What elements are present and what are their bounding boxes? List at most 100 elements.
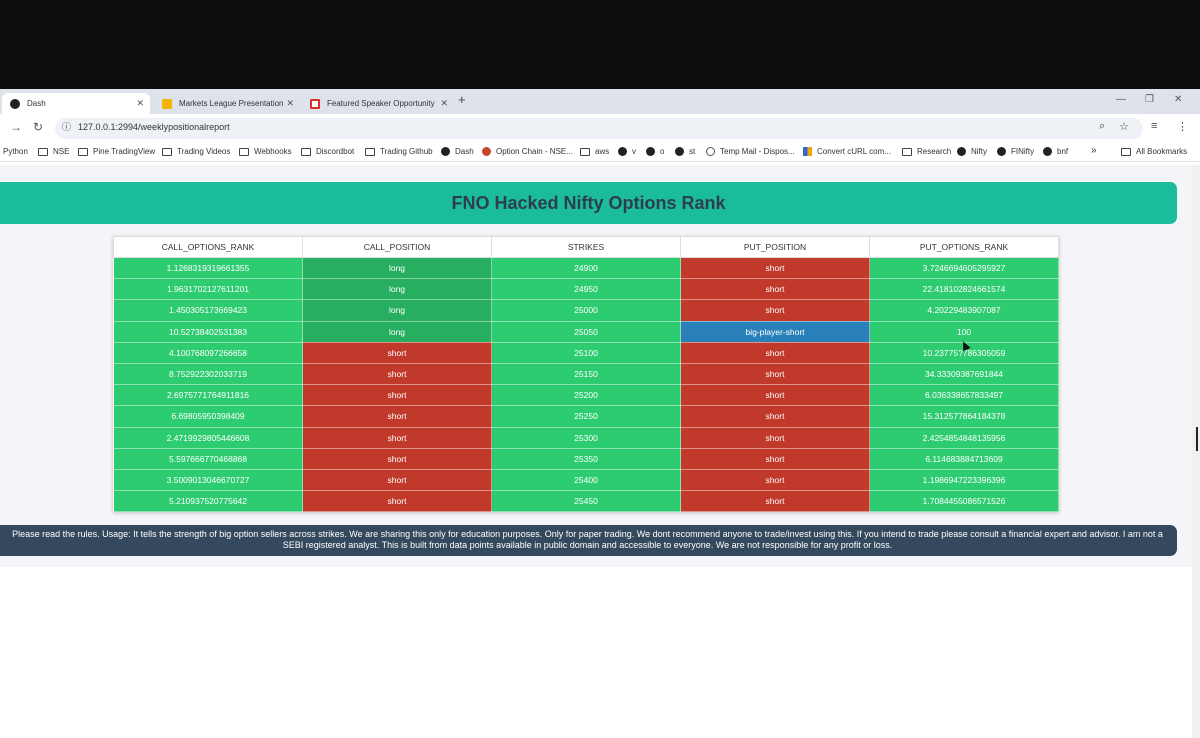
bookmark-pine-tradingview[interactable]: Pine TradingView: [78, 147, 155, 156]
strike-cell[interactable]: 25250: [491, 405, 681, 428]
call-position-cell[interactable]: long: [302, 278, 492, 301]
call-position-cell[interactable]: long: [302, 299, 492, 322]
put-options-rank-cell[interactable]: 1.1986947223396396: [869, 468, 1059, 492]
bookmark-aws[interactable]: aws: [580, 147, 609, 156]
call-position-cell[interactable]: short: [302, 447, 492, 470]
call-position-cell[interactable]: short: [302, 468, 492, 492]
strike-cell[interactable]: 25100: [491, 341, 681, 364]
tab-featured-speaker[interactable]: Featured Speaker Opportunity ✕: [302, 93, 454, 114]
bookmark-convert-curl[interactable]: Convert cURL com...: [803, 147, 891, 156]
new-tab-button[interactable]: +: [458, 92, 466, 107]
strike-cell[interactable]: 25200: [491, 384, 681, 407]
call-position-cell[interactable]: short: [302, 341, 492, 364]
call-options-rank-cell[interactable]: 5.210937520775642: [113, 490, 303, 513]
strike-cell[interactable]: 24950: [491, 278, 681, 301]
put-options-rank-cell[interactable]: 4.20229483907087: [869, 299, 1059, 322]
call-options-rank-cell[interactable]: 4.100768097266658: [113, 341, 303, 364]
column-header[interactable]: PUT_POSITION: [680, 236, 870, 258]
call-position-cell[interactable]: short: [302, 490, 492, 513]
bookmark-discordbot[interactable]: Discordbot: [301, 147, 354, 156]
scrollbar-thumb[interactable]: [1196, 427, 1198, 451]
put-options-rank-cell[interactable]: 2.4254854848135956: [869, 426, 1059, 449]
close-icon[interactable]: ✕: [286, 98, 294, 108]
bookmark-st[interactable]: st: [675, 147, 695, 156]
call-position-cell[interactable]: short: [302, 405, 492, 428]
call-position-cell[interactable]: long: [302, 320, 492, 343]
call-options-rank-cell[interactable]: 8.752922302033719: [113, 362, 303, 386]
tab-dash[interactable]: Dash ✕: [2, 93, 150, 114]
restore-icon[interactable]: ❐: [1145, 94, 1154, 105]
put-position-cell[interactable]: short: [680, 278, 870, 301]
column-header[interactable]: PUT_OPTIONS_RANK: [869, 236, 1059, 258]
column-header[interactable]: STRIKES: [491, 236, 681, 258]
column-header[interactable]: CALL_POSITION: [302, 236, 492, 258]
bookmark-v[interactable]: v: [618, 147, 636, 156]
bookmark-finifty[interactable]: FINifty: [997, 147, 1034, 156]
put-position-cell[interactable]: short: [680, 256, 870, 280]
put-options-rank-cell[interactable]: 10.23775?786305059: [869, 341, 1059, 364]
zoom-icon[interactable]: ⌕: [1099, 120, 1106, 132]
window-close-icon[interactable]: ✕: [1174, 94, 1183, 105]
put-position-cell[interactable]: big-player-short: [680, 320, 870, 343]
bookmark-trading-github[interactable]: Trading Github: [365, 147, 433, 156]
call-options-rank-cell[interactable]: 1.450305173669423: [113, 299, 303, 322]
strike-cell[interactable]: 25000: [491, 299, 681, 322]
put-position-cell[interactable]: short: [680, 490, 870, 513]
close-icon[interactable]: ✕: [136, 98, 144, 108]
bookmark-trading-videos[interactable]: Trading Videos: [162, 147, 230, 156]
put-position-cell[interactable]: short: [680, 299, 870, 322]
call-options-rank-cell[interactable]: 3.5009013046670727: [113, 468, 303, 492]
put-position-cell[interactable]: short: [680, 405, 870, 428]
strike-cell[interactable]: 25400: [491, 468, 681, 492]
put-position-cell[interactable]: short: [680, 384, 870, 407]
put-options-rank-cell[interactable]: 34.33309387691844: [869, 362, 1059, 386]
put-position-cell[interactable]: short: [680, 341, 870, 364]
bookmark-webhooks[interactable]: Webhooks: [239, 147, 292, 156]
strike-cell[interactable]: 25450: [491, 490, 681, 513]
bookmark-dash[interactable]: Dash: [441, 147, 474, 156]
close-icon[interactable]: ✕: [440, 98, 448, 108]
url-text[interactable]: 127.0.0.1:2994/weeklypositionalreport: [78, 122, 230, 132]
bookmark-o[interactable]: o: [646, 147, 664, 156]
call-options-rank-cell[interactable]: 1.9631702127611201: [113, 278, 303, 301]
bookmark-option-chain[interactable]: Option Chain - NSE...: [482, 147, 573, 156]
strike-cell[interactable]: 25150: [491, 362, 681, 386]
scrollbar-track[interactable]: [1192, 165, 1200, 738]
tab-markets-league[interactable]: Markets League Presentation - ✕: [154, 93, 300, 114]
menu-icon[interactable]: ⋮: [1177, 121, 1188, 133]
put-position-cell[interactable]: short: [680, 362, 870, 386]
extensions-icon[interactable]: ≡: [1151, 120, 1158, 132]
call-options-rank-cell[interactable]: 6.69805950398409: [113, 405, 303, 428]
minimize-icon[interactable]: —: [1116, 94, 1126, 105]
call-position-cell[interactable]: short: [302, 362, 492, 386]
column-header[interactable]: CALL_OPTIONS_RANK: [113, 236, 303, 258]
call-position-cell[interactable]: short: [302, 384, 492, 407]
put-position-cell[interactable]: short: [680, 468, 870, 492]
call-position-cell[interactable]: short: [302, 426, 492, 449]
bookmark-research[interactable]: Research: [902, 147, 951, 156]
put-options-rank-cell[interactable]: 6.036338657833497: [869, 384, 1059, 407]
bookmark-nse[interactable]: NSE: [38, 147, 69, 156]
put-position-cell[interactable]: short: [680, 426, 870, 449]
site-info-icon[interactable]: ⓘ: [62, 122, 72, 132]
call-options-rank-cell[interactable]: 10.52738402531383: [113, 320, 303, 343]
put-options-rank-cell[interactable]: 15.312577864184378: [869, 405, 1059, 428]
bookmark-bnf[interactable]: bnf: [1043, 147, 1068, 156]
call-options-rank-cell[interactable]: 5.597666770468868: [113, 447, 303, 470]
forward-arrow-icon[interactable]: →: [10, 120, 22, 134]
put-options-rank-cell[interactable]: 1.7084455086571526: [869, 490, 1059, 513]
put-options-rank-cell[interactable]: 6.114683884713609: [869, 447, 1059, 470]
put-options-rank-cell[interactable]: 100: [869, 320, 1059, 343]
bookmark-temp-mail[interactable]: Temp Mail - Dispos...: [706, 147, 795, 156]
call-position-cell[interactable]: long: [302, 256, 492, 280]
call-options-rank-cell[interactable]: 1.1268319319661355: [113, 256, 303, 280]
reload-icon[interactable]: ↻: [33, 120, 44, 134]
bookmark-python[interactable]: Python: [3, 147, 28, 156]
call-options-rank-cell[interactable]: 2.6975771764911816: [113, 384, 303, 407]
call-options-rank-cell[interactable]: 2.4719929805446608: [113, 426, 303, 449]
all-bookmarks-button[interactable]: All Bookmarks: [1121, 147, 1187, 156]
put-options-rank-cell[interactable]: 22.418102824661574: [869, 278, 1059, 301]
put-position-cell[interactable]: short: [680, 447, 870, 470]
strike-cell[interactable]: 24900: [491, 256, 681, 280]
put-options-rank-cell[interactable]: 3.7246694605295927: [869, 256, 1059, 280]
